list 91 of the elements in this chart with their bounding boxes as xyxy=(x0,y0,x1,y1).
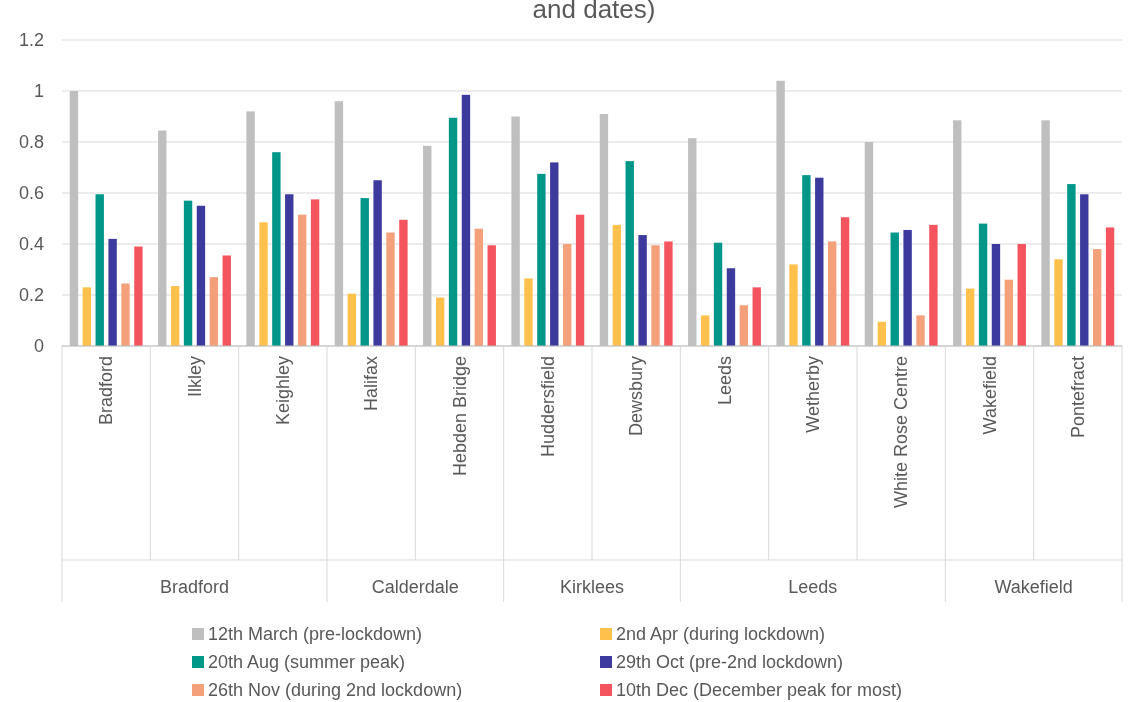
legend-label: 10th Dec (December peak for most) xyxy=(616,680,903,701)
chart-title: and dates) xyxy=(532,0,656,24)
bar xyxy=(550,162,559,346)
bar xyxy=(537,173,546,346)
bar xyxy=(474,228,484,346)
x-tick-label: Wakefield xyxy=(979,356,1000,435)
bar xyxy=(1080,194,1089,346)
x-tick-label: Leeds xyxy=(714,356,735,406)
bar xyxy=(903,229,912,346)
bar xyxy=(183,200,193,346)
y-tick-label: 0.6 xyxy=(18,183,44,204)
bar xyxy=(347,293,357,346)
bar xyxy=(625,161,634,346)
bar xyxy=(651,245,660,346)
text: Wakefield xyxy=(994,577,1073,598)
bar xyxy=(739,305,749,346)
bar xyxy=(1067,184,1076,346)
x-tick-label: Wetherby xyxy=(803,356,824,433)
y-tick-label: 0.4 xyxy=(18,234,44,255)
bar xyxy=(399,219,408,346)
bar xyxy=(196,205,206,346)
bar xyxy=(890,232,899,346)
x-tick-label: Huddersfield xyxy=(538,356,559,458)
bar xyxy=(916,315,925,346)
bar xyxy=(789,264,798,346)
bar xyxy=(524,278,533,346)
legend-label: 29th Oct (pre-2nd lockdown) xyxy=(616,652,844,673)
text: Kirklees xyxy=(559,577,625,598)
bar xyxy=(487,245,496,346)
bar xyxy=(310,199,320,346)
bar xyxy=(222,255,231,346)
bar xyxy=(448,117,458,346)
bar xyxy=(297,214,307,346)
bar xyxy=(991,244,1001,346)
bar xyxy=(713,242,723,346)
y-tick-label: 0.2 xyxy=(18,285,44,306)
bar xyxy=(435,297,445,346)
bar xyxy=(82,287,92,346)
bar xyxy=(840,217,850,346)
bar xyxy=(752,287,761,346)
bar xyxy=(562,244,572,346)
bar xyxy=(726,268,736,346)
legend-label: 12th March (pre-lockdown) xyxy=(208,624,423,645)
bar xyxy=(612,224,622,346)
bar xyxy=(1105,227,1115,346)
x-tick-label: Hebden Bridge xyxy=(449,356,470,477)
legend-label: 2nd Apr (during lockdown) xyxy=(616,624,826,645)
bar xyxy=(360,198,369,346)
bar xyxy=(978,223,988,346)
x-tick-label: Keighley xyxy=(273,356,294,426)
text: Leeds xyxy=(788,577,838,598)
bar xyxy=(575,214,585,346)
bar xyxy=(134,246,143,346)
x-tick-label: Bradford xyxy=(96,356,117,426)
bar xyxy=(827,241,837,346)
bar xyxy=(802,175,811,346)
bar xyxy=(929,224,938,346)
bar xyxy=(1017,244,1026,346)
bar xyxy=(121,283,130,346)
y-tick-label: 1.2 xyxy=(18,30,44,51)
x-tick-label: White Rose Centre xyxy=(891,356,912,509)
bar xyxy=(877,321,887,346)
bar xyxy=(664,241,673,346)
bar xyxy=(1054,259,1063,346)
x-tick-label: Dewsbury xyxy=(626,356,647,437)
bar xyxy=(386,232,395,346)
bar xyxy=(373,180,382,346)
bar xyxy=(965,288,975,346)
bar xyxy=(170,286,180,346)
bar xyxy=(272,152,281,346)
text: Bradford xyxy=(159,577,230,598)
x-tick-label: Halifax xyxy=(361,356,382,412)
bar xyxy=(108,238,117,346)
bar xyxy=(209,277,219,346)
bar xyxy=(1092,249,1102,346)
legend-label: 20th Aug (summer peak) xyxy=(208,652,406,673)
x-tick-label: Pontefract xyxy=(1068,356,1089,439)
bar xyxy=(638,235,647,346)
bar xyxy=(95,194,104,346)
y-tick-label: 0.8 xyxy=(18,132,44,153)
bar xyxy=(259,222,268,346)
bar xyxy=(815,177,824,346)
bar xyxy=(461,94,471,346)
y-tick-label: 1 xyxy=(33,81,44,102)
bar xyxy=(285,194,294,346)
bar xyxy=(1004,279,1014,346)
x-tick-label: Ilkley xyxy=(184,356,205,398)
text: Calderdale xyxy=(371,577,459,598)
y-tick-label: 0 xyxy=(33,336,44,357)
bar xyxy=(700,315,710,346)
legend-label: 26th Nov (during 2nd lockdown) xyxy=(208,680,463,701)
